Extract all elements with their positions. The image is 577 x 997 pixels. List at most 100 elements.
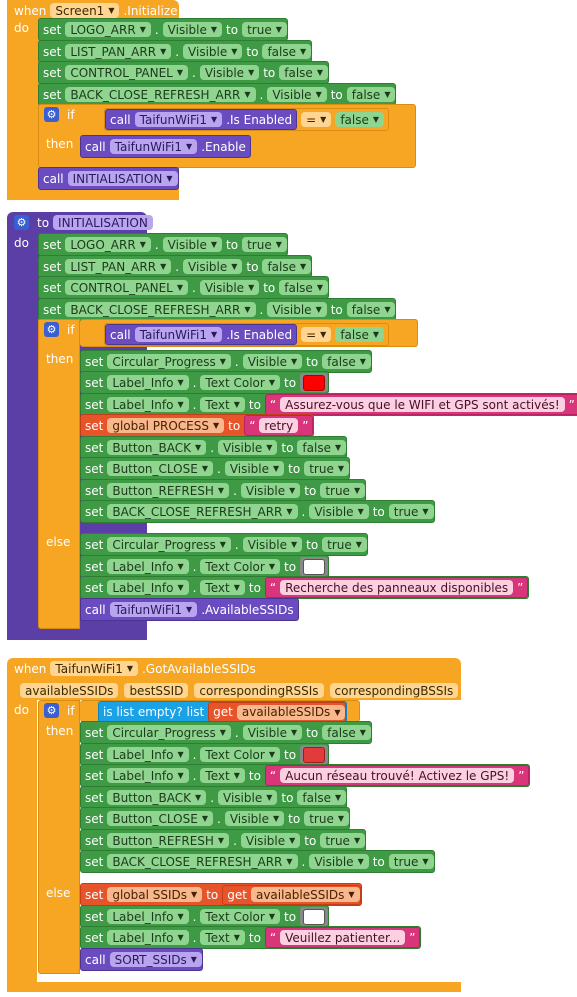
component-dropdown[interactable]: TaifunWiFi1 ▼ xyxy=(109,602,198,617)
method-call-block[interactable]: call TaifunWiFi1 ▼ .AvailableSSIDs xyxy=(80,598,299,621)
set-block[interactable]: set Label_Info ▼ . Text ▼ to “Assurez-vous… xyxy=(80,393,577,416)
component-dropdown[interactable]: Circular_Progress ▼ xyxy=(107,354,231,369)
text-block[interactable]: “Assurez-vous que le WIFI et GPS sont ac… xyxy=(264,394,577,415)
component-dropdown[interactable]: Label_Info ▼ xyxy=(107,909,189,924)
boolean-dropdown[interactable]: false ▼ xyxy=(346,302,396,317)
component-dropdown[interactable]: Button_CLOSE ▼ xyxy=(107,811,213,826)
boolean-dropdown[interactable]: true ▼ xyxy=(322,537,367,552)
boolean-dropdown[interactable]: false ▼ xyxy=(297,440,347,455)
operator-dropdown[interactable]: = ▼ xyxy=(301,327,332,342)
operator-dropdown[interactable]: = ▼ xyxy=(301,112,332,127)
property-dropdown[interactable]: Visible ▼ xyxy=(218,440,278,455)
component-dropdown[interactable]: Label_Info ▼ xyxy=(107,580,189,595)
property-dropdown[interactable]: Visible ▼ xyxy=(199,65,260,80)
component-dropdown[interactable]: Label_Info ▼ xyxy=(107,375,189,390)
set-block[interactable]: set Button_REFRESH ▼ . Visible ▼ to true ▼ xyxy=(80,479,367,502)
boolean-dropdown[interactable]: false ▼ xyxy=(322,725,371,740)
set-block[interactable]: set LOGO_ARR ▼ . Visible ▼ to true ▼ xyxy=(38,18,288,41)
is-list-empty-block[interactable]: is list empty? list get availableSSIDs ▼ xyxy=(98,701,348,723)
parameter-chip[interactable]: bestSSID xyxy=(124,683,189,698)
set-block[interactable]: set CONTROL_PANEL ▼ . Visible ▼ to false ▼ xyxy=(38,276,329,299)
component-dropdown[interactable]: BACK_CLOSE_REFRESH_ARR ▼ xyxy=(65,302,256,317)
component-dropdown[interactable]: Button_CLOSE ▼ xyxy=(107,461,213,476)
property-dropdown[interactable]: Visible ▼ xyxy=(218,790,278,805)
text-value[interactable]: Veuillez patienter... xyxy=(280,930,406,945)
property-dropdown[interactable]: Text Color ▼ xyxy=(200,375,280,390)
procedure-dropdown[interactable]: INITIALISATION ▼ xyxy=(67,171,178,186)
text-block[interactable]: “retry” xyxy=(244,415,314,436)
method-call-block[interactable]: call TaifunWiFi1 ▼ .Enable xyxy=(80,135,251,158)
boolean-dropdown[interactable]: true ▼ xyxy=(242,237,287,252)
procedure-call-block[interactable]: call INITIALISATION ▼ xyxy=(38,167,179,190)
set-global-block[interactable]: set global PROCESS ▼ to “retry” xyxy=(80,414,315,437)
set-block[interactable]: set Label_Info ▼ . Text Color ▼ to xyxy=(80,743,330,766)
if-else-block[interactable] xyxy=(38,319,80,629)
boolean-dropdown[interactable]: true ▼ xyxy=(320,483,366,498)
text-value[interactable]: retry xyxy=(259,418,299,433)
set-block[interactable]: set Label_Info ▼ . Text ▼ to “Aucun réseau… xyxy=(80,764,531,787)
gear-icon[interactable]: ⚙ xyxy=(14,215,29,230)
set-block[interactable]: set BACK_CLOSE_REFRESH_ARR ▼ . Visible ▼ t… xyxy=(80,850,435,873)
set-block[interactable]: set Button_REFRESH ▼ . Visible ▼ to true ▼ xyxy=(80,829,367,852)
component-dropdown[interactable]: Label_Info ▼ xyxy=(107,747,189,762)
get-block[interactable]: get availableSSIDs ▼ xyxy=(222,884,361,905)
component-dropdown[interactable]: Button_BACK ▼ xyxy=(107,440,207,455)
boolean-dropdown[interactable]: true ▼ xyxy=(320,833,366,848)
boolean-dropdown[interactable]: true ▼ xyxy=(242,22,287,37)
set-block[interactable]: set CONTROL_PANEL ▼ . Visible ▼ to false ▼ xyxy=(38,61,329,84)
set-block[interactable]: set LIST_PAN_ARR ▼ . Visible ▼ to false ▼ xyxy=(38,255,313,278)
text-block[interactable]: “Aucun réseau trouvé! Activez le GPS!” xyxy=(264,765,530,786)
boolean-dropdown[interactable]: true ▼ xyxy=(304,461,350,476)
gear-icon[interactable]: ⚙ xyxy=(44,107,59,122)
component-dropdown[interactable]: CONTROL_PANEL ▼ xyxy=(65,280,189,295)
method-call-block[interactable]: call TaifunWiFi1 ▼ .Is Enabled xyxy=(105,109,298,130)
boolean-dropdown[interactable]: false ▼ xyxy=(279,65,328,80)
property-dropdown[interactable]: Text Color ▼ xyxy=(200,909,280,924)
property-dropdown[interactable]: Text Color ▼ xyxy=(200,747,280,762)
property-dropdown[interactable]: Visible ▼ xyxy=(240,833,301,848)
component-dropdown[interactable]: BACK_CLOSE_REFRESH_ARR ▼ xyxy=(65,87,256,102)
white-color-swatch[interactable] xyxy=(303,908,326,925)
component-dropdown[interactable]: Button_REFRESH ▼ xyxy=(107,833,230,848)
boolean-dropdown[interactable]: false ▼ xyxy=(297,790,347,805)
property-dropdown[interactable]: Visible ▼ xyxy=(162,237,223,252)
component-dropdown[interactable]: TaifunWiFi1 ▼ xyxy=(134,327,223,342)
property-dropdown[interactable]: Text ▼ xyxy=(200,397,245,412)
compare-block[interactable]: call TaifunWiFi1 ▼ .Is Enabled = ▼ false ▼ xyxy=(104,108,390,131)
property-dropdown[interactable]: Text Color ▼ xyxy=(200,559,280,574)
property-dropdown[interactable]: Visible ▼ xyxy=(242,354,303,369)
color-block[interactable] xyxy=(300,557,329,576)
set-block[interactable]: set LIST_PAN_ARR ▼ . Visible ▼ to false ▼ xyxy=(38,40,313,63)
text-block[interactable]: “Veuillez patienter...” xyxy=(264,927,421,948)
property-dropdown[interactable]: Visible ▼ xyxy=(267,302,327,317)
component-dropdown[interactable]: Circular_Progress ▼ xyxy=(107,537,231,552)
component-dropdown[interactable]: LIST_PAN_ARR ▼ xyxy=(65,259,172,274)
compare-block[interactable]: call TaifunWiFi1 ▼ .Is Enabled = ▼ false ▼ xyxy=(104,323,390,346)
property-dropdown[interactable]: Visible ▼ xyxy=(162,22,223,37)
set-block[interactable]: set Label_Info ▼ . Text Color ▼ to xyxy=(80,905,330,928)
property-dropdown[interactable]: Visible ▼ xyxy=(199,280,260,295)
property-dropdown[interactable]: Visible ▼ xyxy=(242,537,303,552)
component-dropdown[interactable]: Circular_Progress ▼ xyxy=(107,725,231,740)
property-dropdown[interactable]: Visible ▼ xyxy=(309,504,369,519)
property-dropdown[interactable]: Text ▼ xyxy=(200,930,245,945)
component-dropdown[interactable]: LOGO_ARR ▼ xyxy=(65,22,151,37)
component-dropdown[interactable]: BACK_CLOSE_REFRESH_ARR ▼ xyxy=(107,504,298,519)
set-block[interactable]: set Label_Info ▼ . Text Color ▼ to xyxy=(80,371,330,394)
property-dropdown[interactable]: Visible ▼ xyxy=(183,259,243,274)
set-block[interactable]: set Label_Info ▼ . Text Color ▼ to xyxy=(80,555,330,578)
component-dropdown[interactable]: Button_REFRESH ▼ xyxy=(107,483,230,498)
set-block[interactable]: set Button_CLOSE ▼ . Visible ▼ to true ▼ xyxy=(80,457,351,480)
parameter-chip[interactable]: correspondingRSSIs xyxy=(194,683,324,698)
red-color-swatch[interactable] xyxy=(303,374,326,391)
set-block[interactable]: set LOGO_ARR ▼ . Visible ▼ to true ▼ xyxy=(38,233,288,256)
set-block[interactable]: set Button_BACK ▼ . Visible ▼ to false ▼ xyxy=(80,436,348,459)
method-call-block[interactable]: call TaifunWiFi1 ▼ .Is Enabled xyxy=(105,324,298,345)
boolean-dropdown[interactable]: false ▼ xyxy=(322,354,371,369)
text-value[interactable]: Aucun réseau trouvé! Activez le GPS! xyxy=(280,768,515,783)
color-block[interactable] xyxy=(300,907,329,926)
property-dropdown[interactable]: Visible ▼ xyxy=(224,811,285,826)
component-dropdown[interactable]: Label_Info ▼ xyxy=(107,559,189,574)
component-dropdown[interactable]: Label_Info ▼ xyxy=(107,930,189,945)
boolean-dropdown[interactable]: true ▼ xyxy=(304,811,350,826)
